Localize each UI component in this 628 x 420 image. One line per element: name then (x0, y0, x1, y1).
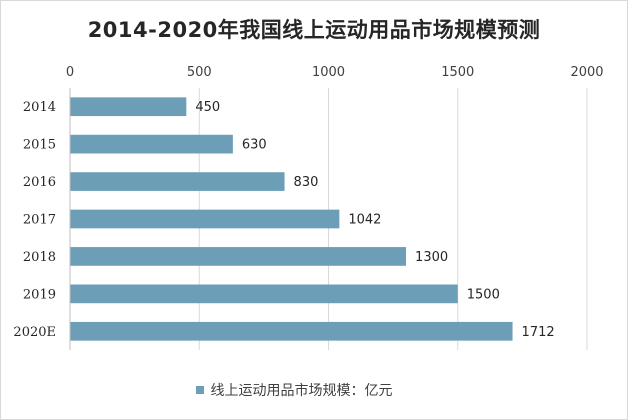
x-tick-label: 0 (66, 65, 74, 80)
x-tick-label: 1500 (441, 65, 474, 80)
x-tick-label: 2000 (570, 65, 603, 80)
chart-title: 2014-2020年我国线上运动用品市场规模预测 (87, 18, 541, 42)
bar-2017 (70, 209, 340, 229)
legend-swatch (195, 386, 204, 394)
legend: 线上运动用品市场规模：亿元 (0, 380, 628, 400)
data-label: 1042 (348, 213, 381, 228)
x-tick-label: 1000 (312, 65, 345, 80)
data-label: 830 (294, 175, 319, 190)
data-label: 1500 (467, 287, 500, 302)
bar-2019 (70, 284, 458, 304)
x-tick-label: 500 (187, 65, 212, 80)
data-label: 450 (195, 100, 220, 115)
data-label: 630 (242, 138, 267, 153)
category-label: 2014 (23, 100, 56, 115)
category-label: 2017 (23, 213, 56, 228)
bar-2014 (70, 97, 187, 117)
bar-2016 (70, 172, 285, 191)
category-label: 2015 (23, 138, 56, 153)
category-label: 2018 (23, 250, 56, 265)
data-label: 1300 (415, 250, 448, 265)
bar-2018 (70, 247, 407, 266)
bars (70, 97, 513, 341)
bar-2015 (70, 134, 233, 154)
category-labels: 2014 2015 2016 2017 2018 2019 2020E (13, 100, 56, 340)
legend-label: 线上运动用品市场规模：亿元 (210, 383, 393, 399)
bar-2020E (70, 321, 513, 341)
data-label: 1712 (522, 325, 555, 340)
category-label: 2020E (13, 325, 56, 340)
data-labels: 450 630 830 1042 1300 1500 1712 (195, 100, 554, 340)
category-label: 2016 (23, 175, 56, 190)
x-axis-ticks: 0 500 1000 1500 2000 (66, 65, 604, 80)
category-label: 2019 (23, 287, 56, 302)
